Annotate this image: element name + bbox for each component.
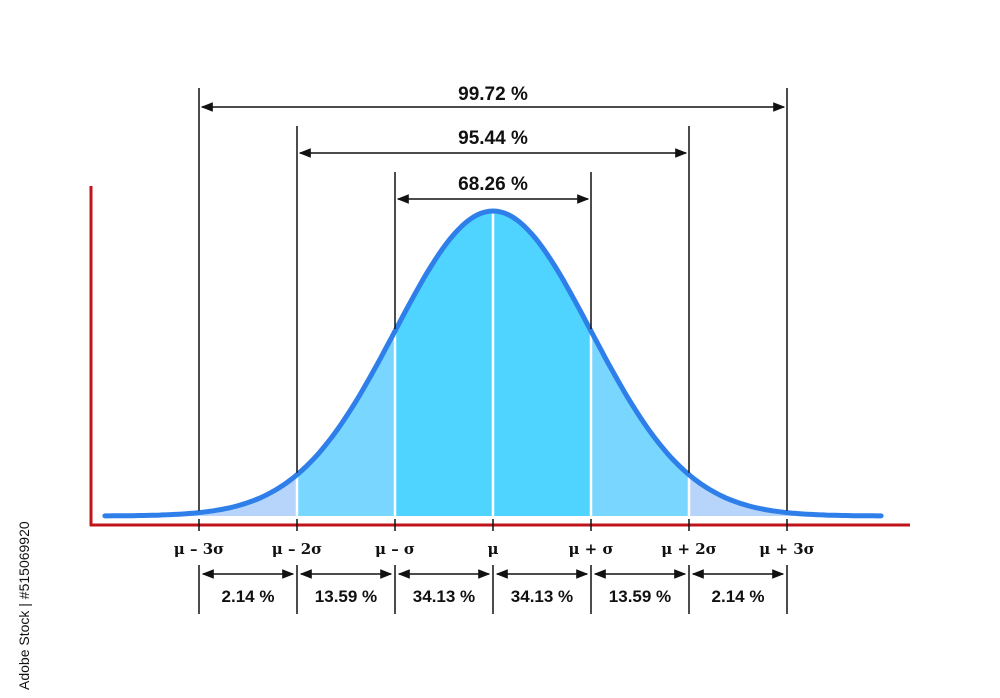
band-percent-label: 2.14 % [712, 587, 765, 606]
band-percent-label: 13.59 % [609, 587, 671, 606]
band-percent-label: 34.13 % [413, 587, 475, 606]
band-percent-label: 13.59 % [315, 587, 377, 606]
x-tick-label: μ – σ [375, 540, 415, 558]
interval-label-1sigma: 68.26 % [458, 174, 528, 195]
band-percent-label: 34.13 % [511, 587, 573, 606]
x-tick-label: μ + σ [568, 540, 613, 558]
band-6 [689, 474, 787, 516]
band-4 [493, 211, 591, 516]
x-tick-label: μ – 3σ [174, 540, 224, 558]
interval-arrows: 68.26 % 95.44 % 99.72 % [200, 84, 786, 204]
interval-label-2sigma: 95.44 % [458, 128, 528, 149]
bell-curve [102, 208, 884, 519]
x-tick-label: μ [488, 540, 499, 558]
axes [89, 186, 910, 527]
band-percent-labels: 2.14 % 13.59 % 34.13 % 34.13 % 13.59 % 2.14 % [201, 569, 785, 606]
sigma-guide-lines [198, 88, 788, 614]
x-tick-label: μ + 3σ [759, 540, 815, 558]
x-tick-label: μ – 2σ [272, 540, 322, 558]
curve-line [102, 208, 884, 519]
x-tick-label: μ + 2σ [661, 540, 717, 558]
band-percent-label: 2.14 % [222, 587, 275, 606]
band-1 [199, 474, 297, 516]
credit-text: Adobe Stock | #515069920 [16, 521, 32, 690]
band-3 [395, 211, 493, 516]
band-divider-lines [295, 211, 691, 516]
x-tick-labels: μ – 3σ μ – 2σ μ – σ μ μ + σ μ + 2σ μ + 3σ [174, 540, 815, 558]
interval-label-3sigma: 99.72 % [458, 84, 528, 105]
